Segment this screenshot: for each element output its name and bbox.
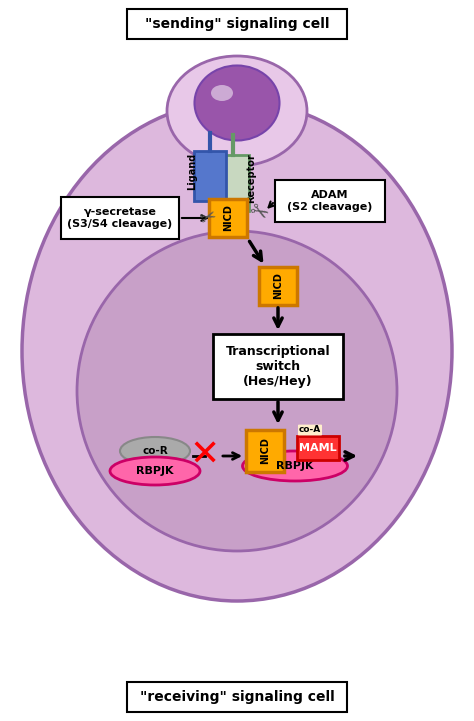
Bar bbox=[194, 151, 226, 201]
Ellipse shape bbox=[77, 231, 397, 551]
Ellipse shape bbox=[120, 437, 190, 465]
Bar bbox=[275, 180, 385, 222]
Text: NICD: NICD bbox=[223, 205, 233, 231]
Text: NICD: NICD bbox=[273, 273, 283, 299]
Text: NICD: NICD bbox=[260, 438, 270, 464]
Text: "receiving" signaling cell: "receiving" signaling cell bbox=[140, 690, 334, 704]
Text: γ-secretase
(S3/S4 cleavage): γ-secretase (S3/S4 cleavage) bbox=[67, 207, 173, 229]
Text: MAML: MAML bbox=[299, 443, 337, 453]
Ellipse shape bbox=[22, 101, 452, 601]
Bar bbox=[209, 199, 247, 237]
Text: ADAM
(S2 cleavage): ADAM (S2 cleavage) bbox=[287, 190, 373, 212]
Bar bbox=[259, 267, 297, 305]
Bar bbox=[61, 197, 179, 239]
Text: Receptor: Receptor bbox=[246, 153, 256, 203]
Text: "sending" signaling cell: "sending" signaling cell bbox=[145, 17, 329, 31]
Text: co-A: co-A bbox=[299, 425, 321, 435]
Text: ✂: ✂ bbox=[245, 200, 271, 226]
Ellipse shape bbox=[243, 451, 347, 481]
Text: Transcriptional
switch
(Hes/Hey): Transcriptional switch (Hes/Hey) bbox=[226, 345, 330, 387]
Ellipse shape bbox=[110, 457, 200, 485]
Text: co-R: co-R bbox=[142, 446, 168, 456]
Text: ✕: ✕ bbox=[190, 439, 220, 473]
Text: RBPJK: RBPJK bbox=[136, 466, 174, 476]
Text: RBPJK: RBPJK bbox=[276, 461, 314, 471]
Bar bbox=[217, 155, 249, 211]
Bar bbox=[246, 430, 284, 472]
Ellipse shape bbox=[211, 85, 233, 101]
Bar bbox=[127, 682, 347, 712]
Bar bbox=[127, 9, 347, 39]
Text: ✂: ✂ bbox=[197, 206, 219, 230]
Ellipse shape bbox=[167, 56, 307, 166]
Bar bbox=[297, 436, 339, 460]
Ellipse shape bbox=[194, 66, 280, 141]
Text: Ligand: Ligand bbox=[187, 152, 197, 190]
Bar bbox=[213, 334, 343, 399]
